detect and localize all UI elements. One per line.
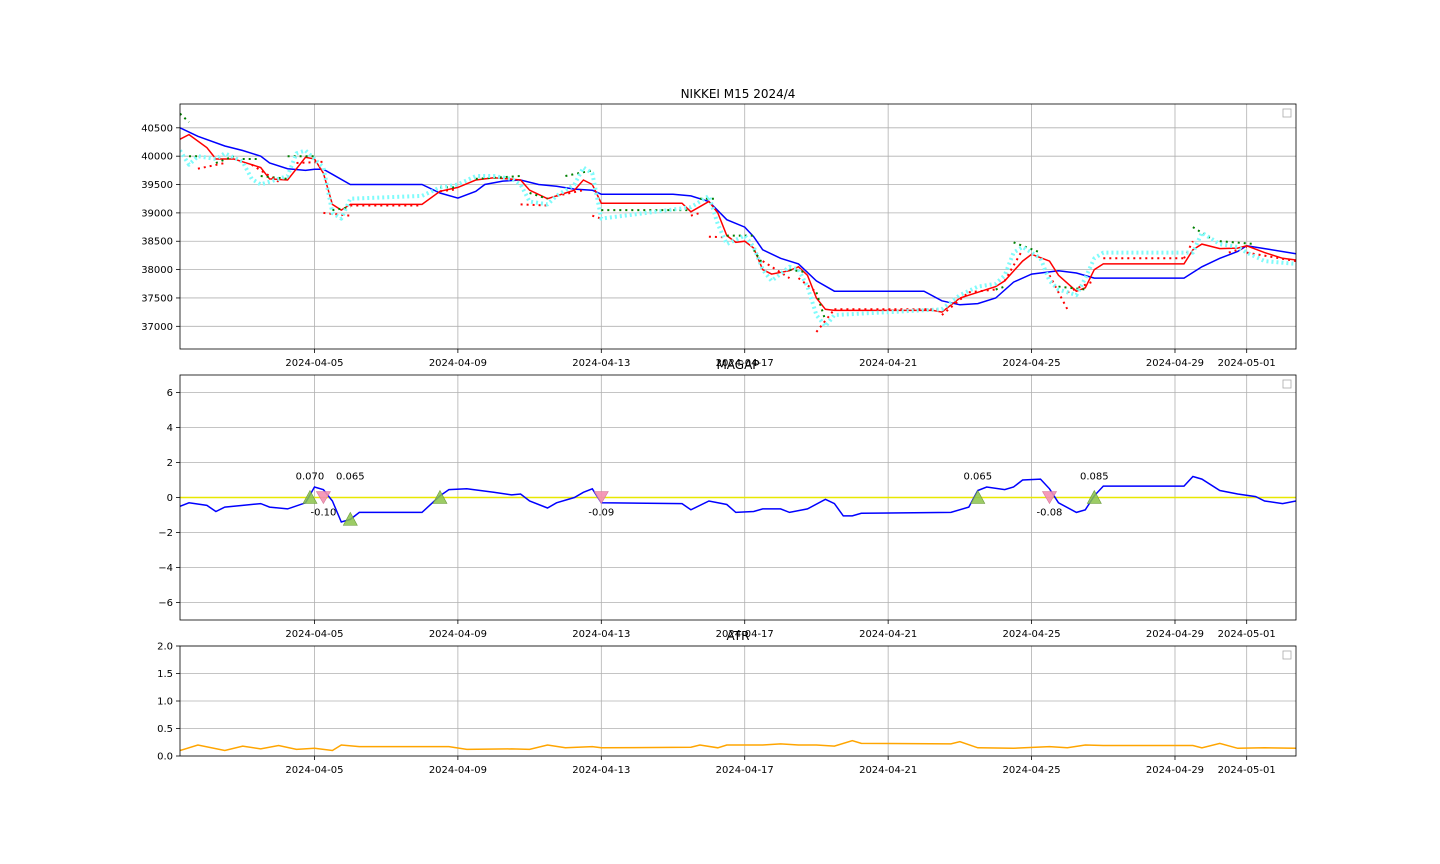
y-tick-label: 1.0 [157, 697, 173, 708]
upper-band-dots [815, 291, 827, 321]
x-tick-label: 2024-04-29 [1146, 629, 1204, 640]
signal-value-label: 0.065 [336, 472, 365, 483]
y-tick-label: 0.0 [157, 752, 173, 763]
x-tick-label: 2024-05-01 [1218, 358, 1276, 369]
upper-band-dots [260, 175, 288, 180]
y-tick-label: 0 [167, 493, 173, 504]
y-tick-label: 37500 [141, 293, 173, 304]
x-tick-label: 2024-04-17 [716, 629, 774, 640]
lower-band-dots [1048, 274, 1069, 310]
panel-magap: 2024-04-05 2024-04-09 2024-04-13 2024-04-17… [158, 358, 1297, 640]
x-tick-label: 2024-04-21 [859, 358, 917, 369]
sell-signal-marker [315, 491, 331, 505]
x-tick-label: 2024-04-13 [572, 629, 630, 640]
lower-band-dots [690, 211, 701, 217]
y-tick-label: 39000 [141, 208, 173, 219]
y-tick-label: 2.0 [157, 642, 173, 653]
x-tick-label: 2024-04-13 [572, 358, 630, 369]
signal-value-label: 0.065 [963, 472, 992, 483]
y-tick-label: 0.5 [157, 724, 173, 735]
signal-value-label: 0.070 [296, 472, 325, 483]
x-tick-label: 2024-04-05 [285, 765, 343, 776]
x-tick-label: 2024-04-25 [1003, 358, 1061, 369]
upper-band-dots [1013, 241, 1041, 254]
x-tick-label: 2024-04-21 [859, 765, 917, 776]
x-tick-label: 2024-04-05 [285, 629, 343, 640]
lower-band-dots [815, 308, 836, 333]
plot-area-price [180, 112, 1296, 333]
atr-line [180, 739, 1296, 752]
panel-price: 2024-04-05 2024-04-09 2024-04-13 2024-04-17… [141, 87, 1297, 369]
x-tick-label: 2024-04-09 [429, 765, 487, 776]
lower-band-dots [556, 189, 584, 197]
upper-band-dots [180, 112, 190, 123]
signal-value-label: -0.09 [588, 508, 614, 519]
y-tick-label: −4 [158, 563, 173, 574]
y-tick-label: 1.5 [157, 669, 173, 680]
legend-box [1282, 650, 1292, 660]
lower-band-dots [797, 277, 818, 294]
short-ma-line [180, 133, 1296, 313]
axes-frame [179, 103, 1297, 350]
x-tick-label: 2024-04-05 [285, 358, 343, 369]
lower-band-dots [296, 160, 324, 164]
signal-value-label: -0.10 [310, 508, 336, 519]
buy-signal-marker [432, 489, 448, 504]
x-tick-label: 2024-04-09 [429, 358, 487, 369]
plot-area-magap [180, 475, 1296, 526]
y-tick-label: 37000 [141, 322, 173, 333]
y-tick-label: 40500 [141, 123, 173, 134]
x-tick-label: 2024-05-01 [1218, 629, 1276, 640]
x-tick-label: 2024-04-17 [716, 765, 774, 776]
signal-value-label: -0.08 [1037, 508, 1063, 519]
upper-band-dots [565, 169, 593, 177]
x-tick-label: 2024-04-25 [1003, 765, 1061, 776]
x-tick-label: 2024-04-13 [572, 765, 630, 776]
y-tick-label: 39500 [141, 180, 173, 191]
buy-signal-marker [970, 489, 986, 504]
lower-band-dots [520, 203, 548, 207]
legend-box [1282, 379, 1292, 389]
y-tick-label: 2 [167, 458, 173, 469]
y-tick-label: 4 [167, 423, 173, 434]
y-tick-label: −6 [158, 598, 173, 609]
signal-value-label: 0.085 [1080, 472, 1109, 483]
plot-area-atr [180, 739, 1296, 752]
y-tick-label: 6 [167, 388, 173, 399]
y-tick-label: 38500 [141, 237, 173, 248]
x-tick-label: 2024-04-09 [429, 629, 487, 640]
lower-band-dots [968, 288, 996, 294]
panel-atr: 2024-04-05 2024-04-09 2024-04-13 2024-04-17… [157, 629, 1297, 776]
x-tick-label: 2024-04-17 [716, 358, 774, 369]
sell-signal-marker [1041, 491, 1058, 505]
y-tick-label: 40000 [141, 152, 173, 163]
buy-signal-marker [302, 489, 318, 504]
x-tick-label: 2024-05-01 [1218, 765, 1276, 776]
y-tick-label: −2 [158, 528, 173, 539]
x-tick-label: 2024-04-29 [1146, 358, 1204, 369]
upper-band-dots [995, 285, 1006, 291]
x-tick-label: 2024-04-25 [1003, 629, 1061, 640]
chart-title: NIKKEI M15 2024/4 [681, 87, 796, 101]
upper-band-dots [1219, 240, 1256, 246]
axes-frame [179, 645, 1297, 757]
y-tick-label: 38000 [141, 265, 173, 276]
sell-signal-marker [593, 491, 609, 505]
legend-box [1282, 108, 1292, 118]
lower-band-dots [197, 162, 226, 170]
upper-band-dots [1058, 285, 1086, 291]
magap-line [180, 475, 1296, 523]
chart-title: ATR [727, 629, 750, 643]
buy-signal-marker [1086, 489, 1102, 504]
lower-band-dots [1067, 279, 1095, 294]
chart-title: MAGAP [716, 358, 759, 372]
buy-signal-marker [342, 511, 358, 526]
axes-frame [179, 374, 1297, 621]
upper-band-dots [475, 175, 521, 180]
x-tick-label: 2024-04-29 [1146, 765, 1204, 776]
x-tick-label: 2024-04-21 [859, 629, 917, 640]
lower-band-dots [1246, 251, 1296, 263]
price-dots [180, 148, 1296, 329]
